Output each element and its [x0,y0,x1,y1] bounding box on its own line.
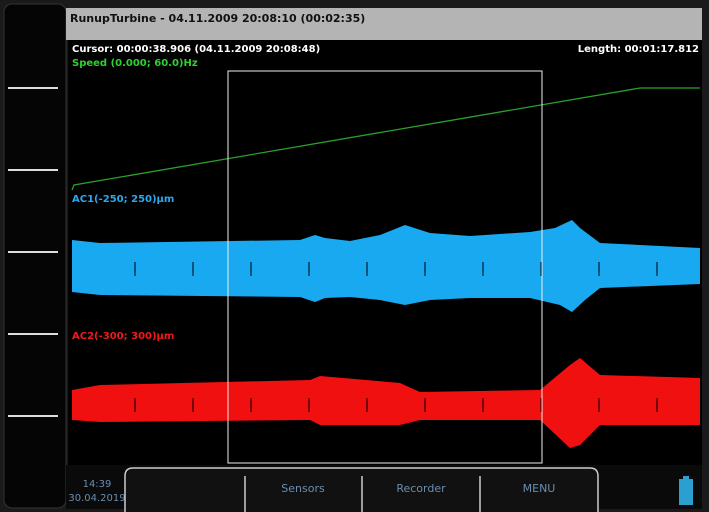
battery-icon [679,479,693,505]
speed-label: Speed (0.000; 60.0)Hz [72,58,198,69]
ac1-label: AC1(-250; 250)µm [72,194,174,205]
side-buttons[interactable] [8,87,58,417]
title-bar [66,8,702,40]
clock-time: 14:39 [83,479,112,490]
speed-trace [71,87,700,191]
cursor-window[interactable] [227,70,543,464]
clock-date: 30.04.2019 [68,493,125,504]
recorder-button[interactable]: Recorder [396,482,446,495]
ac2-trace [72,358,700,448]
length-info: Length: 00:01:17.812 [578,44,699,55]
ac1-trace [72,220,700,312]
sensors-button[interactable]: Sensors [281,482,325,495]
title: RunupTurbine - 04.11.2009 20:08:10 (00:0… [70,12,365,25]
battery-tip [683,476,689,479]
menu-button[interactable]: MENU [523,482,556,495]
side-panel [3,3,67,509]
time-ticks [134,262,658,412]
cursor-info: Cursor: 00:00:38.906 (04.11.2009 20:08:4… [72,44,320,55]
ac2-label: AC2(-300; 300)µm [72,331,174,342]
button-dividers [244,476,481,512]
